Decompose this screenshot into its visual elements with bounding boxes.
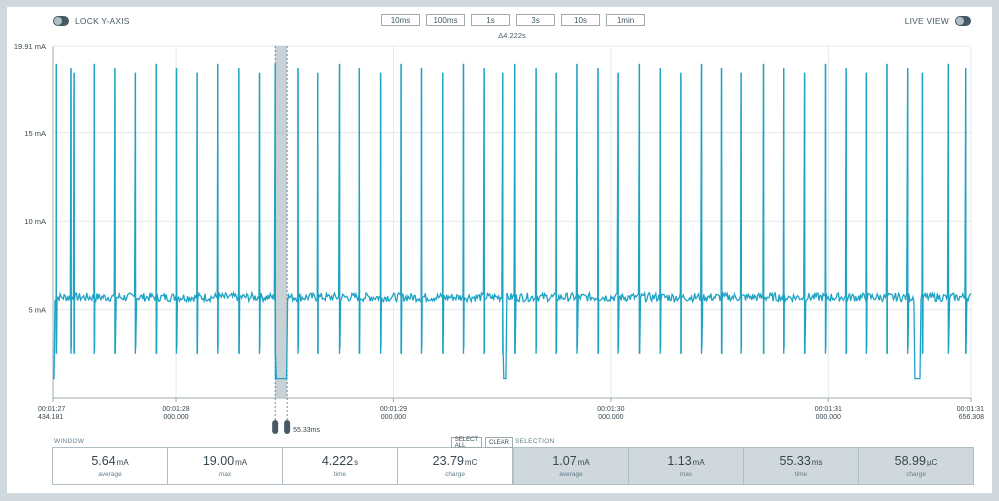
selection-stats: 1.07mA average 1.13mA max 55.33ms time 58.99µC… <box>513 447 974 485</box>
selection-max-value: 1.13mA <box>667 454 704 468</box>
zoom-100ms-button[interactable]: 100ms <box>426 14 465 26</box>
stat-number: 19.00 <box>202 454 235 468</box>
zoom-1s-button[interactable]: 1s <box>471 14 510 26</box>
lock-y-axis-label: LOCK Y-AXIS <box>75 16 130 26</box>
stat-unit: s <box>354 458 359 467</box>
y-tick-label: 15 mA <box>24 129 46 138</box>
stat-label: time <box>794 471 808 478</box>
x-tick-sublabel: 000.000 <box>816 414 841 421</box>
selection-time-cell: 55.33ms time <box>743 447 859 485</box>
current-trace <box>53 63 972 380</box>
stat-number: 23.79 <box>432 454 464 468</box>
window-time-cell: 4.222s time <box>282 447 398 485</box>
zoom-1min-button[interactable]: 1min <box>606 14 645 26</box>
stat-number: 5.64 <box>91 454 116 468</box>
window-max-cell: 19.00mA max <box>167 447 283 485</box>
stat-unit: mA <box>116 458 129 467</box>
selection-buttons: SELECT ALL CLEAR <box>450 437 513 449</box>
selection-duration-label: 55.33ms <box>293 427 320 434</box>
toggle-switch-icon[interactable] <box>955 16 971 26</box>
zoom-10s-button[interactable]: 10s <box>561 14 600 26</box>
y-tick-label: 19.91 mA <box>14 42 46 51</box>
selection-charge-cell: 58.99µC charge <box>858 447 974 485</box>
stat-unit: µC <box>926 458 938 467</box>
selection-handle-icon <box>284 420 291 434</box>
stat-number: 1.13 <box>667 454 692 468</box>
lock-y-axis-toggle[interactable]: LOCK Y-AXIS <box>53 15 130 27</box>
selection-band <box>275 46 288 398</box>
selection-time-value: 55.33ms <box>780 454 823 468</box>
window-title: WINDOW <box>54 438 85 445</box>
stat-label: max <box>679 471 693 478</box>
stat-unit: mA <box>235 458 248 467</box>
x-tick-sublabel: 434.181 <box>38 414 63 421</box>
stat-label: time <box>333 471 347 478</box>
window-average-cell: 5.64mA average <box>52 447 168 485</box>
selection-average-cell: 1.07mA average <box>513 447 629 485</box>
window-max-value: 19.00mA <box>203 454 247 468</box>
select-all-button[interactable]: SELECT ALL <box>450 437 482 449</box>
x-tick-label: 00:01:29 <box>380 406 407 413</box>
window-time-value: 4.222s <box>322 454 358 468</box>
stat-unit: mC <box>464 458 478 467</box>
y-tick-label: 5 mA <box>28 306 46 315</box>
window-stats: 5.64mA average 19.00mA max 4.222s time 23.79mC… <box>52 447 513 485</box>
stat-label: average <box>559 471 583 478</box>
x-tick-label: 00:01:31 <box>815 406 842 413</box>
x-tick-label: 00:01:28 <box>162 406 189 413</box>
x-tick-sublabel: 000.000 <box>381 414 406 421</box>
selection-handle-icon <box>272 420 279 434</box>
stat-unit: mA <box>577 458 590 467</box>
live-view-label: LIVE VIEW <box>904 16 949 26</box>
stat-number: 1.07 <box>552 454 577 468</box>
stat-number: 55.33 <box>779 454 811 468</box>
zoom-3s-button[interactable]: 3s <box>516 14 555 26</box>
x-tick-label: 00:01:31 <box>957 406 984 413</box>
live-view-toggle[interactable]: LIVE VIEW <box>905 15 971 27</box>
zoom-10ms-button[interactable]: 10ms <box>381 14 420 26</box>
stat-label: max <box>218 471 232 478</box>
zoom-buttons: 10ms 100ms 1s 3s 10s 1min <box>381 14 645 26</box>
stat-unit: ms <box>811 458 823 467</box>
window-charge-value: 23.79mC <box>433 454 478 468</box>
stat-label: average <box>98 471 122 478</box>
toggle-switch-icon[interactable] <box>53 16 69 26</box>
stat-number: 58.99 <box>894 454 926 468</box>
stat-unit: mA <box>692 458 705 467</box>
window-charge-cell: 23.79mC charge <box>397 447 513 485</box>
x-tick-label: 00:01:30 <box>597 406 624 413</box>
x-tick-sublabel: 000.000 <box>163 414 188 421</box>
stat-label: charge <box>445 471 465 478</box>
x-tick-label: 00:01:27 <box>38 406 65 413</box>
stat-number: 4.222 <box>321 454 354 468</box>
selection-title: SELECTION <box>515 438 555 445</box>
x-tick-sublabel: 656.308 <box>959 414 984 421</box>
selection-max-cell: 1.13mA max <box>628 447 744 485</box>
x-tick-sublabel: 000.000 <box>598 414 623 421</box>
stat-label: charge <box>906 471 926 478</box>
clear-button[interactable]: CLEAR <box>484 437 513 448</box>
window-average-value: 5.64mA <box>91 454 128 468</box>
selection-average-value: 1.07mA <box>552 454 589 468</box>
y-tick-label: 10 mA <box>24 217 46 226</box>
selection-charge-value: 58.99µC <box>895 454 938 468</box>
selection-delta-label: Δ4.222s <box>498 31 526 40</box>
